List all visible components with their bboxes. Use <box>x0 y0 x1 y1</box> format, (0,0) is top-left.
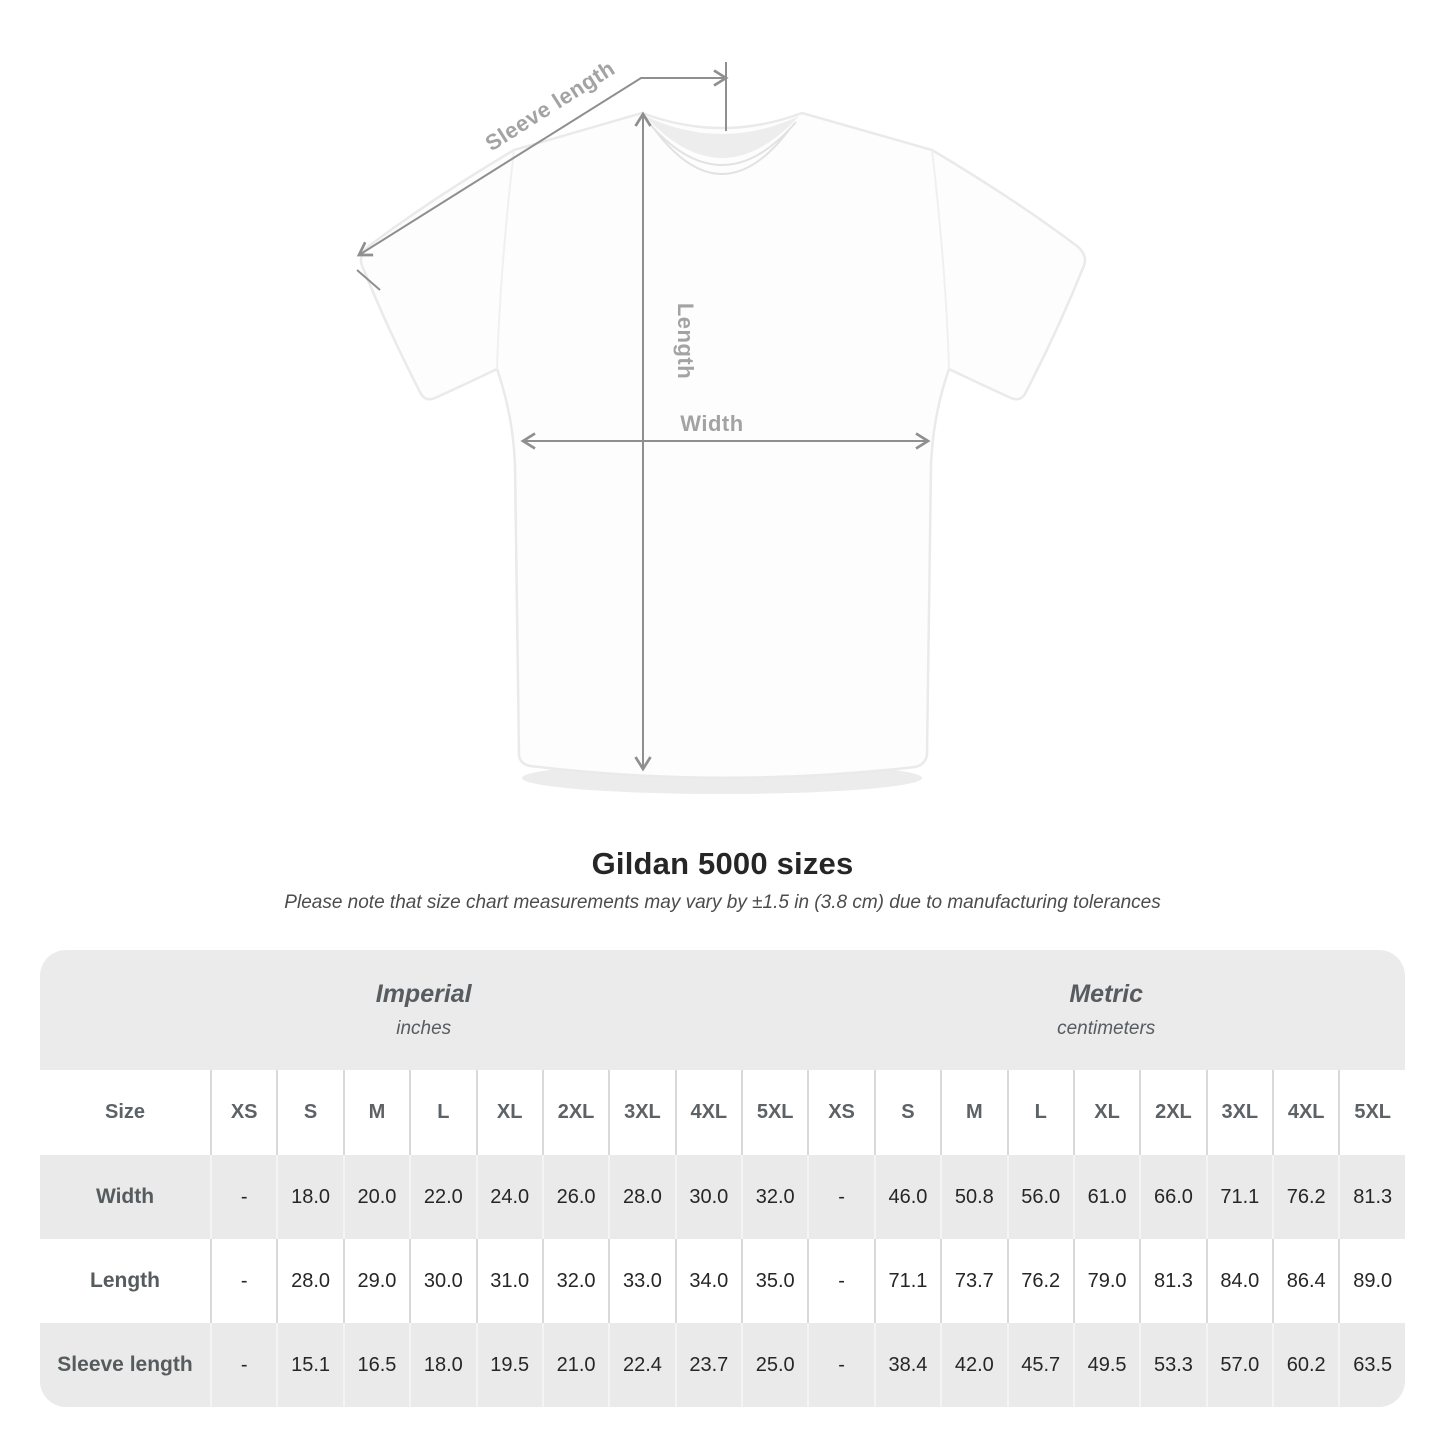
size-header-row: Size XS S M L XL 2XL 3XL 4XL 5XL XS S M … <box>40 1070 1405 1155</box>
tshirt-measurement-diagram: Sleeve length Length Width <box>356 55 1087 794</box>
value-cell: 38.4 <box>873 1323 941 1407</box>
tshirt-diagram-svg: Sleeve length Length Width <box>356 55 1087 794</box>
value-cell: 81.3 <box>1139 1239 1206 1323</box>
value-cell: 71.1 <box>873 1239 941 1323</box>
value-cell: 22.0 <box>409 1155 476 1239</box>
size-col-header-metric: 2XL <box>1139 1070 1206 1155</box>
value-cell: 31.0 <box>475 1239 542 1323</box>
row-label-width: Width <box>40 1155 210 1239</box>
value-cell: 76.2 <box>1006 1239 1073 1323</box>
value-cell: 25.0 <box>741 1323 808 1407</box>
value-cell: - <box>210 1323 277 1407</box>
size-col-header-metric: 3XL <box>1205 1070 1272 1155</box>
value-cell: 26.0 <box>541 1155 609 1239</box>
value-cell: 66.0 <box>1139 1155 1206 1239</box>
sleeve-length-row: Sleeve length - 15.1 16.5 18.0 19.5 21.0… <box>40 1323 1405 1407</box>
page-title: Gildan 5000 sizes <box>591 846 854 881</box>
size-col-header-imperial: S <box>276 1070 343 1155</box>
value-cell: 32.0 <box>741 1155 808 1239</box>
size-col-header-imperial: XL <box>475 1070 542 1155</box>
value-cell: 18.0 <box>276 1155 343 1239</box>
length-row: Length - 28.0 29.0 30.0 31.0 32.0 33.0 3… <box>40 1239 1405 1323</box>
value-cell: 56.0 <box>1006 1155 1073 1239</box>
value-cell: 18.0 <box>409 1323 476 1407</box>
size-col-header-metric: L <box>1006 1070 1073 1155</box>
size-col-header-metric: M <box>940 1070 1007 1155</box>
value-cell: 32.0 <box>541 1239 609 1323</box>
value-cell: 63.5 <box>1338 1323 1405 1407</box>
value-cell: 19.5 <box>475 1323 542 1407</box>
size-col-header-imperial: XS <box>210 1070 277 1155</box>
unit-group-row: Imperial inches Metric centimeters <box>40 950 1405 1070</box>
value-cell: 28.0 <box>608 1155 675 1239</box>
value-cell: 34.0 <box>674 1239 741 1323</box>
value-cell: 57.0 <box>1205 1323 1272 1407</box>
size-col-header-imperial: 3XL <box>608 1070 675 1155</box>
sleeve-end-tick <box>356 269 381 291</box>
value-cell: 61.0 <box>1072 1155 1140 1239</box>
value-cell: 84.0 <box>1205 1239 1272 1323</box>
value-cell: 30.0 <box>674 1155 741 1239</box>
size-col-header-imperial: 2XL <box>541 1070 609 1155</box>
value-cell: 23.7 <box>674 1323 741 1407</box>
value-cell: 30.0 <box>409 1239 476 1323</box>
value-cell: 45.7 <box>1006 1323 1073 1407</box>
size-header-cell: Size <box>40 1070 210 1155</box>
size-chart-table: Imperial inches Metric centimeters Size … <box>40 950 1405 1407</box>
value-cell: 86.4 <box>1272 1239 1339 1323</box>
size-col-header-metric: 4XL <box>1272 1070 1339 1155</box>
size-col-header-metric: XS <box>807 1070 874 1155</box>
row-label-length: Length <box>40 1239 210 1323</box>
value-cell: 28.0 <box>276 1239 343 1323</box>
size-col-header-metric: S <box>873 1070 941 1155</box>
imperial-label: Imperial <box>375 980 472 1008</box>
value-cell: 20.0 <box>342 1155 410 1239</box>
value-cell: 53.3 <box>1139 1323 1206 1407</box>
value-cell: 81.3 <box>1338 1155 1405 1239</box>
value-cell: - <box>807 1323 874 1407</box>
size-col-header-imperial: L <box>409 1070 476 1155</box>
tolerance-note: Please note that size chart measurements… <box>284 892 1161 913</box>
value-cell: 33.0 <box>608 1239 675 1323</box>
imperial-sublabel: inches <box>396 1018 452 1039</box>
tshirt-outline <box>359 111 1087 779</box>
value-cell: 42.0 <box>940 1323 1007 1407</box>
value-cell: - <box>807 1155 874 1239</box>
value-cell: 49.5 <box>1072 1323 1140 1407</box>
size-col-header-imperial: 5XL <box>741 1070 808 1155</box>
value-cell: 29.0 <box>342 1239 410 1323</box>
value-cell: 50.8 <box>940 1155 1007 1239</box>
length-label: Length <box>673 303 698 379</box>
width-row: Width - 18.0 20.0 22.0 24.0 26.0 28.0 30… <box>40 1155 1405 1239</box>
value-cell: 76.2 <box>1272 1155 1339 1239</box>
right-armhole-seam <box>931 149 950 370</box>
size-col-header-metric: 5XL <box>1338 1070 1405 1155</box>
value-cell: - <box>210 1155 277 1239</box>
size-col-header-imperial: M <box>342 1070 410 1155</box>
unit-group-imperial: Imperial inches <box>40 950 808 1070</box>
value-cell: 16.5 <box>342 1323 410 1407</box>
metric-label: Metric <box>1069 980 1143 1008</box>
value-cell: 35.0 <box>741 1239 808 1323</box>
unit-group-metric: Metric centimeters <box>807 950 1405 1070</box>
size-col-header-metric: XL <box>1072 1070 1140 1155</box>
value-cell: - <box>210 1239 277 1323</box>
value-cell: 79.0 <box>1072 1239 1140 1323</box>
value-cell: 22.4 <box>608 1323 675 1407</box>
value-cell: 73.7 <box>940 1239 1007 1323</box>
metric-sublabel: centimeters <box>1057 1018 1156 1039</box>
value-cell: 89.0 <box>1338 1239 1405 1323</box>
sleeve-length-arrow <box>356 69 729 257</box>
row-label-sleeve-length: Sleeve length <box>40 1323 210 1407</box>
size-col-header-imperial: 4XL <box>674 1070 741 1155</box>
width-label: Width <box>680 411 743 436</box>
value-cell: 21.0 <box>541 1323 609 1407</box>
value-cell: 24.0 <box>475 1155 542 1239</box>
value-cell: 46.0 <box>873 1155 941 1239</box>
value-cell: 71.1 <box>1205 1155 1272 1239</box>
value-cell: 60.2 <box>1272 1323 1339 1407</box>
value-cell: - <box>807 1239 874 1323</box>
value-cell: 15.1 <box>276 1323 343 1407</box>
